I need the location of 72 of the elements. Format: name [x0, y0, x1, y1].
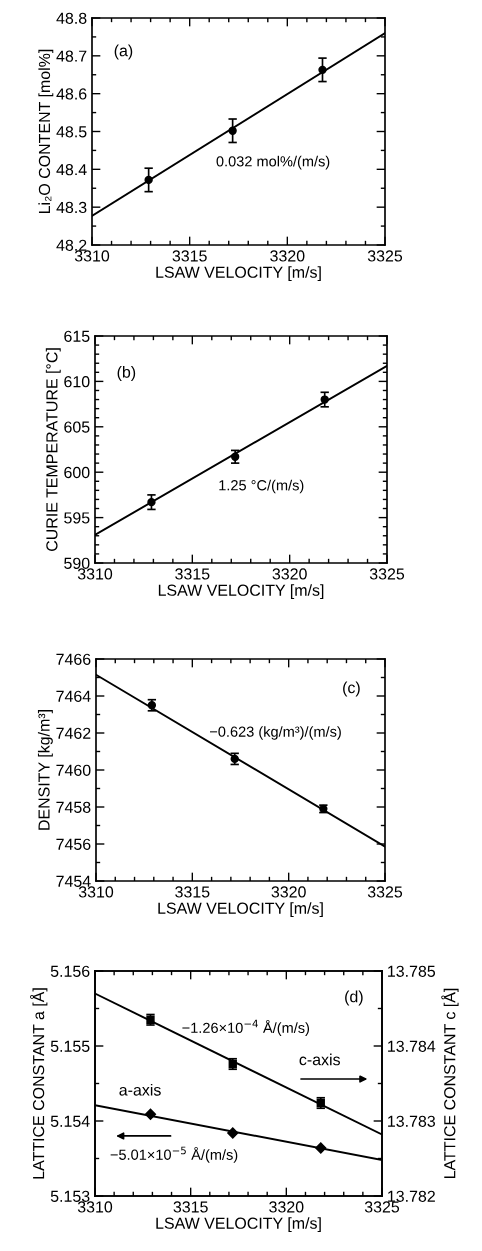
y-tick-label: 7456	[56, 838, 91, 850]
x-tick-label: 3315	[173, 1201, 208, 1213]
x-axis-title: LSAW VELOCITY [m/s]	[158, 584, 324, 600]
y-tick-label: 48.3	[56, 201, 87, 214]
point	[228, 126, 237, 135]
y-tick-label: 605	[64, 421, 90, 433]
x-tick-label: 3325	[367, 250, 403, 262]
y-tick-label: 48.2	[56, 239, 87, 251]
y-tick-label: 7458	[56, 801, 91, 813]
y2-axis-title: LATTICE CONSTANT c [Å]	[441, 988, 459, 1179]
x-tick-label: 3310	[77, 1201, 113, 1213]
point	[147, 497, 156, 507]
x-tick-label: 3310	[77, 568, 113, 580]
annotation: c-axis	[299, 1053, 340, 1066]
y-tick-label: 5.155	[50, 1040, 90, 1052]
annotation: a-axis	[119, 1083, 161, 1096]
y-axis-title: DENSITY [kg/m³]	[37, 710, 53, 830]
y-tick-label: 615	[64, 330, 90, 342]
annotation: −0.623 (kg/m³)/(m/s)	[210, 726, 341, 740]
y-axis-title: LATTICE CONSTANT a [Å]	[30, 988, 48, 1179]
y-tick-label: 7464	[56, 690, 91, 702]
annotation: 0.032 mol%/(m/s)	[216, 155, 330, 170]
y-tick-label: 48.5	[56, 126, 87, 138]
y-tick-label: 600	[64, 466, 90, 479]
y2-tick-label: 13.783	[388, 1115, 436, 1127]
y-tick-label: 7466	[56, 653, 91, 665]
y-tick-label: 48.6	[56, 88, 87, 100]
y2-tick-label: 13.785	[388, 965, 436, 977]
y-tick-label: 5.154	[50, 1115, 90, 1127]
y-axis-title: CURIE TEMPERATURE [°C]	[45, 348, 61, 551]
y-tick-label: 590	[64, 557, 90, 569]
x-tick-label: 3315	[175, 886, 210, 898]
y-tick-label: 48.7	[56, 50, 87, 62]
y-tick-label: 7454	[56, 875, 91, 887]
annotation: (c)	[343, 681, 360, 697]
y2-tick-label: 13.782	[388, 1190, 435, 1202]
x-tick-label: 3315	[172, 250, 207, 262]
x-axis-title: LSAW VELOCITY [m/s]	[156, 266, 321, 282]
annotation: −1.26×10$^{−4}$ Å/(m/s)	[182, 1019, 310, 1036]
y-tick-label: 5.153	[50, 1190, 90, 1202]
x-tick-label: 3325	[367, 886, 403, 898]
annotation: (d)	[345, 990, 363, 1006]
point	[315, 1142, 327, 1154]
y-axis-title: Li₂O CONTENT [mol%]	[38, 49, 54, 214]
y-tick-label: 48.4	[56, 163, 87, 176]
annotation: (a)	[114, 44, 133, 60]
x-tick-label: 3315	[175, 568, 210, 580]
y2-tick-label: 13.784	[388, 1040, 436, 1052]
x-axis-title: LSAW VELOCITY [m/s]	[158, 902, 323, 918]
annotation: −5.01×10$^{−5}$ Å/(m/s)	[110, 1146, 238, 1163]
y-tick-label: 7460	[56, 764, 91, 776]
y-tick-label: 5.156	[50, 965, 90, 977]
x-tick-label: 3320	[269, 1201, 304, 1213]
y-tick-label: 48.8	[56, 12, 87, 24]
annotation: (b)	[117, 366, 136, 381]
point	[227, 1127, 239, 1139]
annotation: 1.25 °C/(m/s)	[219, 479, 304, 494]
x-axis-title: LSAW VELOCITY [m/s]	[156, 1217, 321, 1233]
point	[318, 65, 327, 74]
y-tick-label: 610	[64, 376, 90, 388]
point	[320, 395, 329, 404]
x-tick-label: 3310	[74, 250, 110, 262]
x-tick-label: 3320	[271, 886, 306, 898]
y-tick-label: 595	[64, 512, 90, 524]
x-tick-label: 3320	[270, 250, 305, 262]
x-tick-label: 3320	[272, 568, 307, 580]
x-tick-label: 3325	[369, 568, 405, 580]
point	[144, 1108, 157, 1120]
x-tick-label: 3325	[364, 1201, 400, 1213]
x-tick-label: 3310	[78, 886, 114, 898]
y-tick-label: 7462	[56, 727, 91, 739]
point	[144, 175, 153, 185]
